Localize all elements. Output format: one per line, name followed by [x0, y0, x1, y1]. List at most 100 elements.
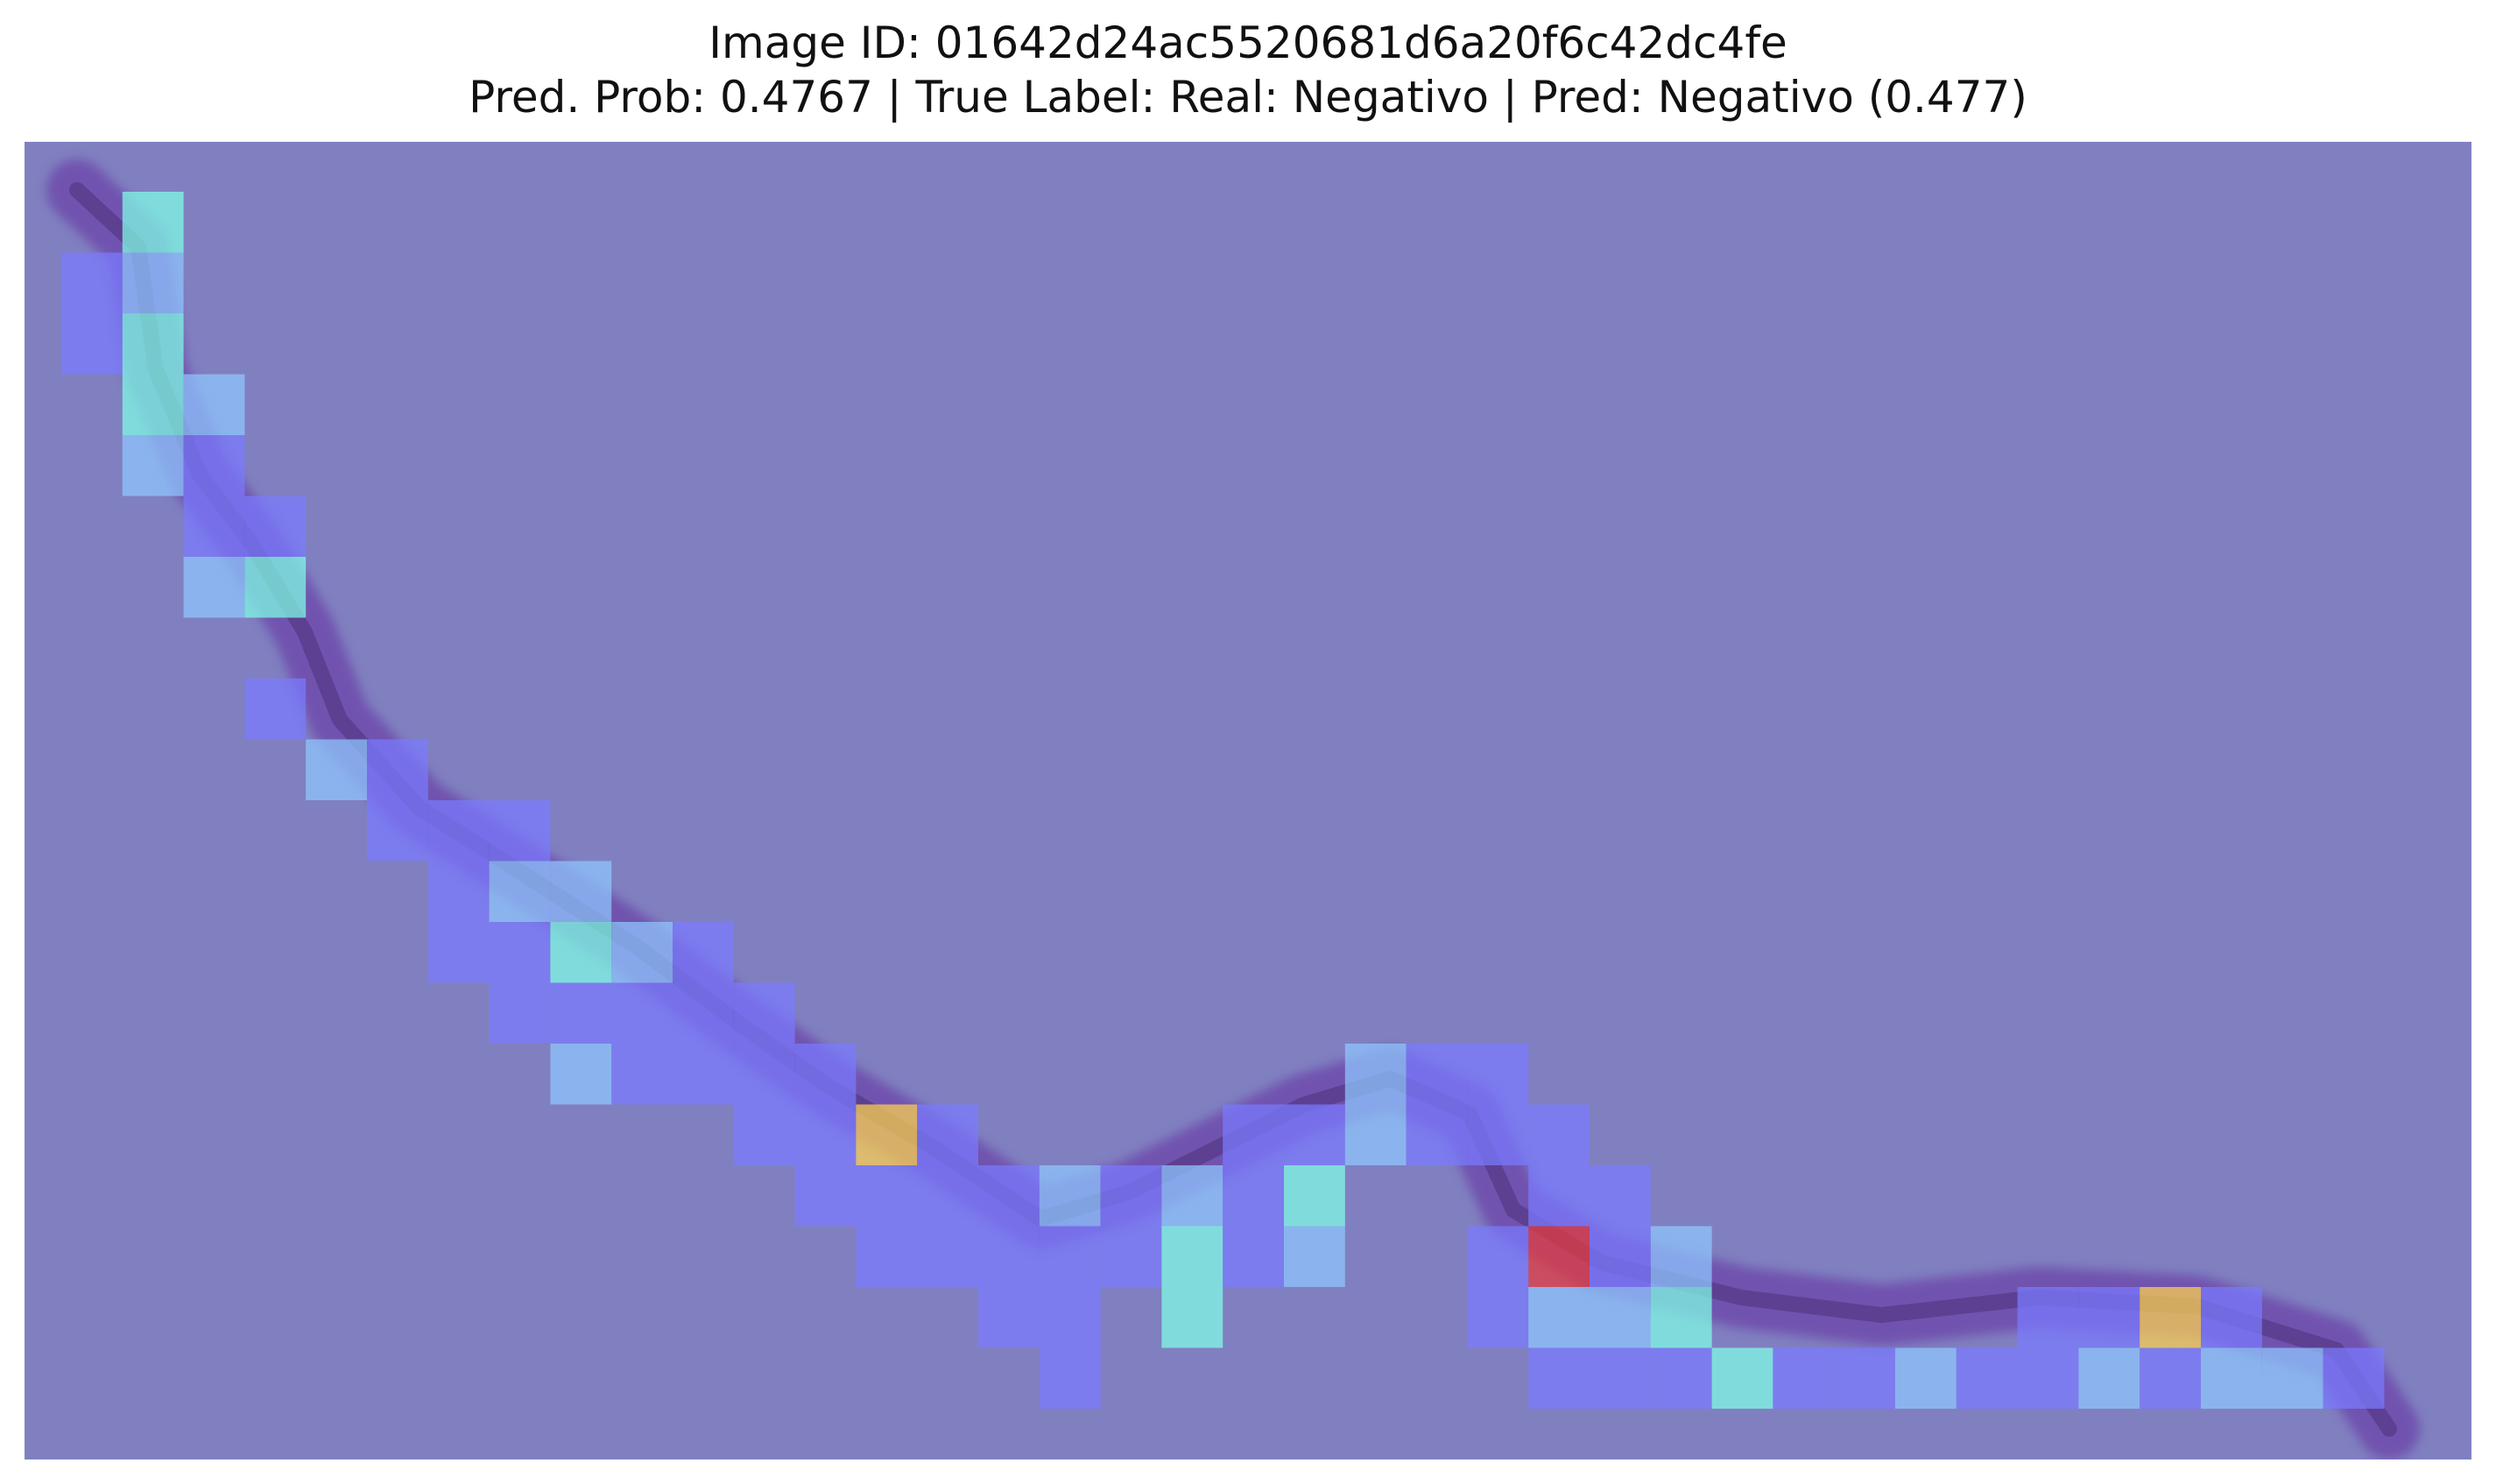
- heatmap-cell: [794, 1044, 857, 1105]
- heatmap-cell: [2140, 1347, 2201, 1409]
- heatmap-cell: [794, 1104, 857, 1165]
- heatmap-cell: [978, 1226, 1040, 1287]
- heatmap-cell: [244, 679, 307, 740]
- heatmap-cell: [1467, 1287, 1529, 1348]
- heatmap-cell: [2017, 1347, 2079, 1409]
- heatmap-grid: [61, 192, 2385, 1409]
- heatmap-cell: [2078, 1347, 2140, 1409]
- heatmap-cell: [1590, 1226, 1651, 1287]
- heatmap-cell: [122, 252, 184, 313]
- heatmap-cell: [122, 374, 184, 435]
- heatmap-cell: [550, 861, 612, 922]
- heatmap-cell: [1039, 1226, 1101, 1287]
- heatmap-cell: [856, 1226, 918, 1287]
- heatmap-cell: [1039, 1347, 1101, 1409]
- heatmap-cell: [1467, 1104, 1529, 1165]
- heatmap-cell: [1650, 1347, 1712, 1409]
- heatmap-cell: [1161, 1287, 1223, 1348]
- heatmap-cell: [856, 1165, 918, 1227]
- heatmap-cell: [122, 192, 184, 253]
- heatmap-cell: [1773, 1347, 1835, 1409]
- heatmap-cell: [917, 1226, 978, 1287]
- heatmap-cell: [1406, 1104, 1468, 1165]
- heatmap-cell: [183, 435, 245, 496]
- heatmap-cell: [1528, 1165, 1590, 1227]
- heatmap-cell: [244, 496, 307, 557]
- heatmap-cell: [673, 922, 734, 983]
- heatmap-cell: [183, 557, 245, 618]
- heatmap-cell: [978, 1287, 1040, 1348]
- heatmap-cell: [611, 982, 673, 1044]
- heatmap-cell: [794, 1165, 857, 1227]
- heatmap-cell: [427, 922, 490, 983]
- heatmap-cell: [427, 800, 490, 862]
- heatmap-cell: [1590, 1287, 1651, 1348]
- heatmap-cell: [1711, 1347, 1773, 1409]
- heatmap-cell: [550, 982, 612, 1044]
- heatmap-cell: [489, 922, 551, 983]
- heatmap-cell: [1039, 1287, 1101, 1348]
- heatmap-cell: [673, 1044, 734, 1105]
- heatmap-cell: [2323, 1347, 2385, 1409]
- heatmap-cell: [1467, 1044, 1529, 1105]
- heatmap-cell: [611, 922, 673, 983]
- heatmap-cell: [1590, 1347, 1651, 1409]
- heatmap-cell: [489, 982, 551, 1044]
- heatmap-cell: [1344, 1044, 1407, 1105]
- heatmap-cell: [1284, 1104, 1345, 1165]
- heatmap-cell: [2201, 1347, 2262, 1409]
- heatmap-cell: [122, 313, 184, 375]
- heatmap-cell: [183, 496, 245, 557]
- heatmap-cell: [2201, 1287, 2262, 1348]
- heatmap-cell: [2078, 1287, 2140, 1348]
- heatmap-cell: [183, 374, 245, 435]
- heatmap-cell: [1590, 1165, 1651, 1227]
- heatmap-cell: [1467, 1226, 1529, 1287]
- heatmap-cell: [1528, 1104, 1590, 1165]
- heatmap-cell: [122, 435, 184, 496]
- image-id-label: Image ID: 01642d24ac5520681d6a20f6c42dc4…: [709, 18, 1787, 68]
- heatmap-cell: [1528, 1347, 1590, 1409]
- heatmap-cell: [1039, 1165, 1101, 1227]
- heatmap-cell: [1650, 1226, 1712, 1287]
- heatmap-cell: [61, 313, 123, 375]
- heatmap-cell: [673, 982, 734, 1044]
- heatmap-cell: [1100, 1226, 1162, 1287]
- heatmap-cell: [917, 1165, 978, 1227]
- heatmap-cell: [733, 1104, 795, 1165]
- heatmap-cell: [1100, 1165, 1162, 1227]
- heatmap-cell: [1528, 1226, 1590, 1287]
- heatmap-cell: [1284, 1165, 1345, 1227]
- heatmap-cell: [61, 252, 123, 313]
- heatmap-cell: [489, 861, 551, 922]
- heatmap-cell: [978, 1165, 1040, 1227]
- heatmap-cell: [1161, 1165, 1223, 1227]
- heatmap-cell: [611, 1044, 673, 1105]
- heatmap-cell: [1834, 1347, 1895, 1409]
- heatmap-cell: [306, 739, 367, 800]
- heatmap-cell: [856, 1104, 918, 1165]
- heatmap-cell: [367, 739, 428, 800]
- heatmap-cell: [1528, 1287, 1590, 1348]
- heatmap-cell: [1223, 1226, 1284, 1287]
- heatmap-cell: [489, 800, 551, 862]
- heatmap-cell: [733, 982, 795, 1044]
- heatmap-cell: [1161, 1226, 1223, 1287]
- heatmap-cell: [2017, 1287, 2079, 1348]
- heatmap-cell: [1223, 1165, 1284, 1227]
- heatmap-overlay-image: [25, 142, 2471, 1459]
- heatmap-cell: [2140, 1287, 2201, 1348]
- heatmap-cell: [367, 800, 428, 862]
- heatmap-cell: [1406, 1044, 1468, 1105]
- heatmap-cell: [427, 861, 490, 922]
- heatmap-cell: [1344, 1104, 1407, 1165]
- heatmap-cell: [733, 1044, 795, 1105]
- heatmap-cell: [1650, 1287, 1712, 1348]
- heatmap-cell: [1223, 1104, 1284, 1165]
- heatmap-cell: [1895, 1347, 1957, 1409]
- heatmap-cell: [550, 1044, 612, 1105]
- prediction-summary-label: Pred. Prob: 0.4767 | True Label: Real: N…: [469, 72, 2027, 123]
- heatmap-cell: [1284, 1226, 1345, 1287]
- heatmap-cell: [1956, 1347, 2018, 1409]
- heatmap-cell: [917, 1104, 978, 1165]
